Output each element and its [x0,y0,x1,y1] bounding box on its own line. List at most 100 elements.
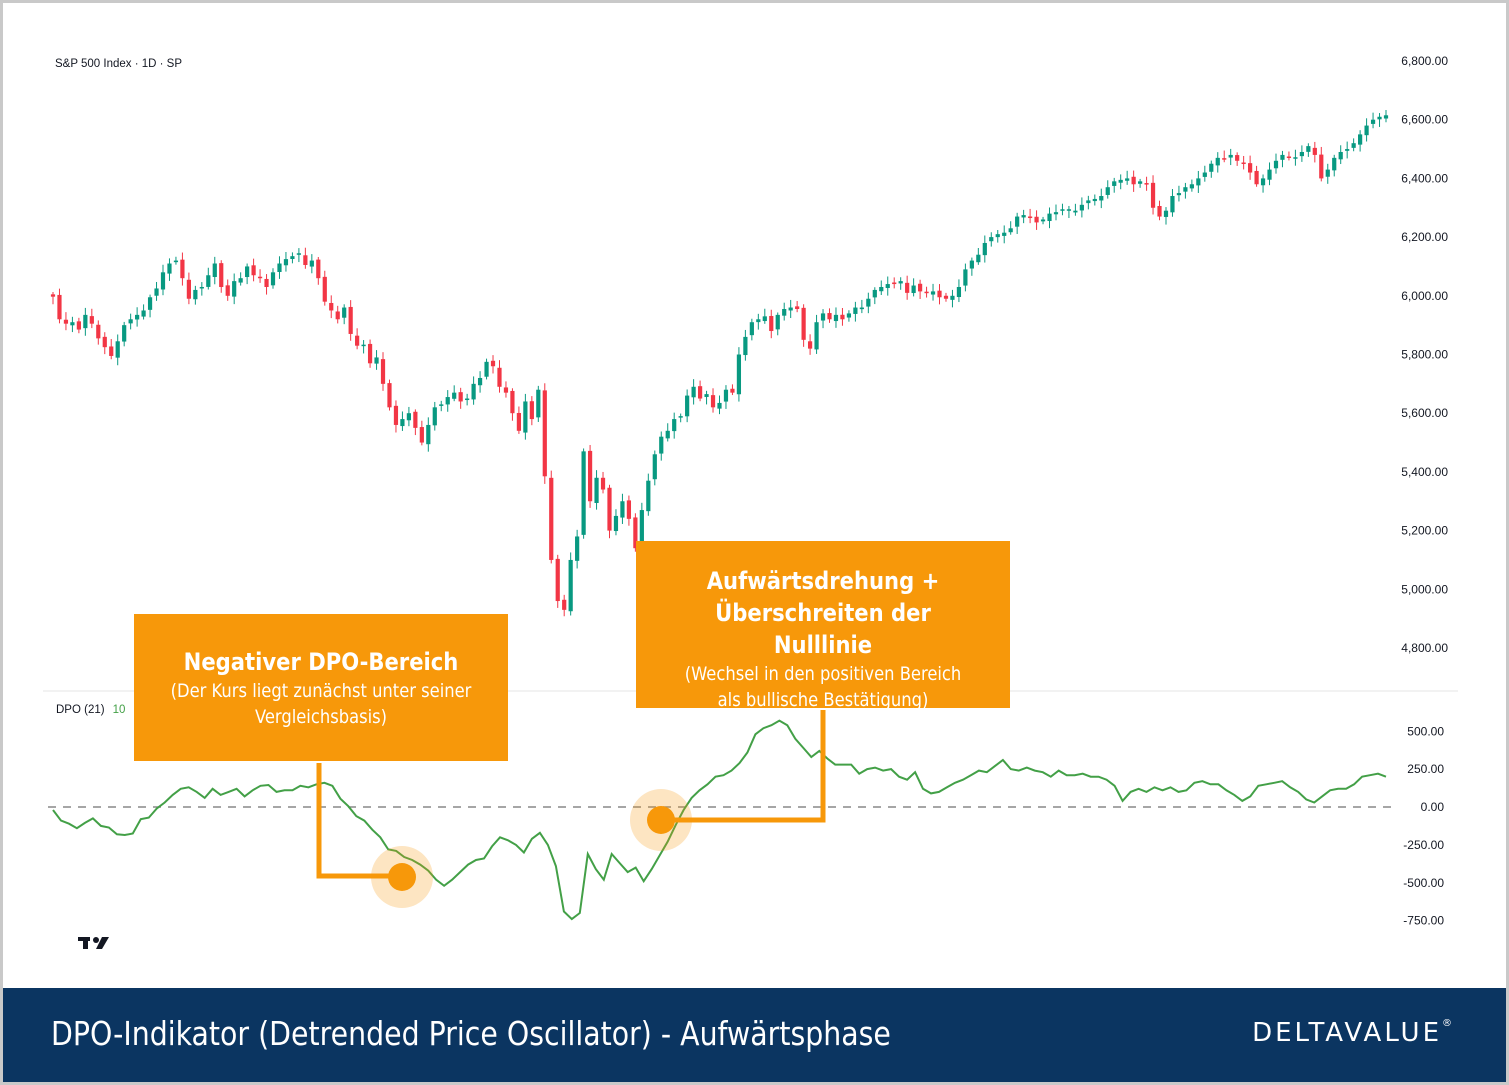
candle [833,307,839,328]
candle [672,412,677,439]
candle [562,594,567,617]
candle [717,395,722,415]
brand-name: DELTAVALUE [1252,1018,1442,1048]
candle [568,552,573,616]
candle [406,406,412,427]
tradingview-logo [78,937,109,949]
candle [1150,175,1156,215]
candle [710,388,716,413]
candle [1377,113,1382,127]
candle [723,385,729,409]
price-tick-label: 6,200.00 [1401,230,1448,244]
candle [367,339,373,368]
brand-logo: DELTAVALUE® [1252,1018,1452,1048]
candle [1066,205,1072,219]
candle [432,401,437,431]
candle [251,258,256,282]
candle [380,352,386,391]
candle [426,417,431,452]
candle [387,379,392,411]
candle [911,278,916,297]
candle [905,275,910,300]
candle [1021,209,1026,224]
candle [342,304,347,325]
candle [374,350,379,370]
candle [704,390,709,405]
candle [853,301,858,322]
dpo-tick-label: 250.00 [1407,762,1444,776]
candle [245,263,250,285]
candle [413,409,418,436]
candle [335,305,340,324]
candle [452,385,457,402]
candle [135,307,140,327]
candle [1125,170,1130,185]
candle [1364,118,1369,142]
candle [141,304,146,320]
candle [600,471,606,494]
connector-2 [663,710,826,823]
candle [1383,110,1389,123]
candle [1183,182,1188,199]
candle [296,248,301,263]
candle [1338,145,1343,165]
candle [1053,204,1059,221]
footer-bar: DPO-Indikator (Detrended Price Oscillato… [3,988,1506,1082]
dpo-legend-value: 10 [113,704,126,716]
candle [892,277,897,289]
price-tick-label: 5,400.00 [1401,465,1448,479]
candle [1254,165,1259,187]
candle [1351,138,1356,152]
candle [264,274,269,295]
price-tick-label: 6,600.00 [1401,113,1448,127]
candle [626,495,632,526]
candle [83,307,88,336]
candle [484,358,489,380]
candle [419,420,424,446]
candle [963,263,968,292]
price-tick-label: 6,400.00 [1401,171,1448,185]
candle [1325,163,1330,184]
candle [89,308,94,329]
candle [782,302,787,321]
candle [1312,141,1317,163]
candle [788,299,793,319]
candle [322,270,327,306]
candle [348,300,353,341]
candle [70,316,75,333]
candle [193,285,198,305]
candle [814,314,819,354]
candle [316,256,321,285]
candle [646,473,651,516]
candle [1008,221,1013,235]
candle [691,379,696,405]
chart-canvas: 4,800.00 5,000.00 5,200.00 5,400.00 5,600.00… [43,54,1458,949]
candle [1047,207,1052,229]
connector-1 [316,763,401,879]
candle [1358,130,1363,152]
candle [1099,188,1104,209]
candle [536,385,541,422]
candle [57,288,62,324]
candle [160,264,166,296]
candle [859,299,864,314]
candle [930,283,936,301]
price-tick-label: 4,800.00 [1401,641,1448,655]
highlight-markers [371,789,692,908]
dpo-tick-label: -500.00 [1403,876,1444,890]
candle [762,308,767,324]
candle [206,267,211,290]
candle [510,388,515,421]
price-chart-title: S&P 500 Index · 1D · SP [55,58,182,70]
candle [1131,170,1136,192]
candle [956,279,962,303]
candle [620,493,625,524]
marker-dot-2 [647,806,675,834]
candle [801,304,806,347]
candle [109,339,114,360]
marker-dot-1 [388,863,416,891]
candle [943,292,949,302]
candle [607,484,612,539]
candle [633,513,638,552]
candle [1241,155,1246,170]
